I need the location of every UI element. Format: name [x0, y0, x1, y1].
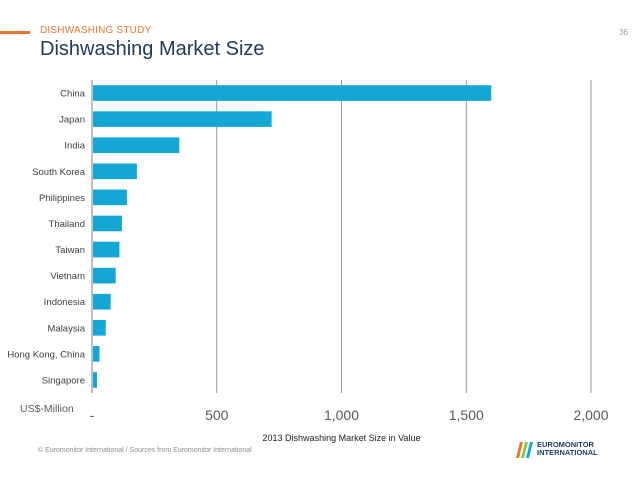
category-label: Taiwan — [55, 245, 85, 256]
bar — [93, 137, 180, 154]
bar — [93, 293, 111, 310]
unit-label: US$-Million — [20, 403, 74, 415]
category-label: Indonesia — [44, 297, 86, 308]
category-label: Singapore — [42, 375, 85, 386]
euromonitor-logo: EUROMONITOR INTERNATIONAL — [516, 440, 616, 460]
bar — [93, 241, 120, 258]
x-tick-label: - — [90, 407, 95, 423]
bar — [93, 85, 492, 101]
category-label: Malaysia — [48, 323, 86, 334]
category-label: Thailand — [49, 219, 85, 230]
category-label: Hong Kong, China — [7, 349, 85, 360]
bar — [93, 163, 137, 180]
bar — [93, 215, 122, 232]
source-footer: © Euromonitor International / Sources fr… — [38, 447, 252, 454]
logo-line-2: INTERNATIONAL — [537, 448, 598, 457]
logo-line-1: EUROMONITOR — [537, 440, 594, 449]
page-number: 36 — [619, 28, 628, 37]
category-label: South Korea — [32, 167, 86, 178]
x-tick-label: 500 — [205, 407, 229, 423]
x-axis-title: 2013 Dishwashing Market Size in Value — [263, 433, 421, 443]
logo-stripes-icon — [516, 442, 533, 458]
category-label: Japan — [59, 115, 85, 126]
category-label: Philippines — [39, 193, 85, 204]
x-tick-label: 1,000 — [324, 407, 359, 423]
category-label: Vietnam — [50, 271, 85, 282]
section-kicker: DISHWASHING STUDY — [40, 25, 152, 36]
x-tick-label: 1,500 — [449, 407, 484, 423]
accent-bar — [0, 31, 30, 34]
bar — [93, 111, 272, 127]
x-tick-label: 2,000 — [573, 407, 608, 423]
page-title: Dishwashing Market Size — [40, 38, 265, 60]
bar — [93, 267, 116, 284]
bar — [93, 372, 97, 388]
category-label: China — [60, 89, 86, 100]
logo-text: EUROMONITOR INTERNATIONAL — [537, 441, 598, 457]
bar — [93, 319, 106, 336]
bar — [93, 189, 127, 206]
category-label: India — [64, 141, 85, 152]
bar — [93, 346, 100, 362]
